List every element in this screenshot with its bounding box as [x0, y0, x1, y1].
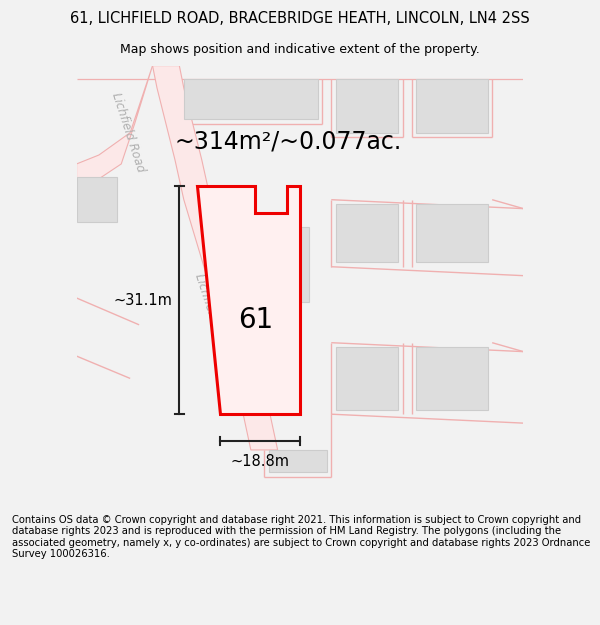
Text: ~18.8m: ~18.8m: [230, 454, 289, 469]
Text: Lichfield Ro...: Lichfield Ro...: [192, 272, 229, 351]
Polygon shape: [336, 79, 398, 132]
Polygon shape: [152, 66, 278, 450]
Text: Map shows position and indicative extent of the property.: Map shows position and indicative extent…: [120, 42, 480, 56]
Polygon shape: [416, 347, 488, 410]
Text: Lichfield Road: Lichfield Road: [109, 91, 147, 174]
Polygon shape: [229, 226, 309, 302]
Polygon shape: [269, 450, 327, 472]
Polygon shape: [197, 186, 300, 414]
Polygon shape: [416, 204, 488, 262]
Polygon shape: [336, 204, 398, 262]
Polygon shape: [77, 66, 152, 191]
Text: ~31.1m: ~31.1m: [114, 292, 173, 308]
Text: Contains OS data © Crown copyright and database right 2021. This information is : Contains OS data © Crown copyright and d…: [12, 515, 590, 559]
Polygon shape: [336, 347, 398, 410]
Polygon shape: [184, 79, 318, 119]
Polygon shape: [416, 79, 488, 132]
Text: 61: 61: [238, 306, 273, 334]
Text: 61, LICHFIELD ROAD, BRACEBRIDGE HEATH, LINCOLN, LN4 2SS: 61, LICHFIELD ROAD, BRACEBRIDGE HEATH, L…: [70, 11, 530, 26]
Text: ~314m²/~0.077ac.: ~314m²/~0.077ac.: [175, 129, 402, 154]
Polygon shape: [77, 177, 117, 222]
